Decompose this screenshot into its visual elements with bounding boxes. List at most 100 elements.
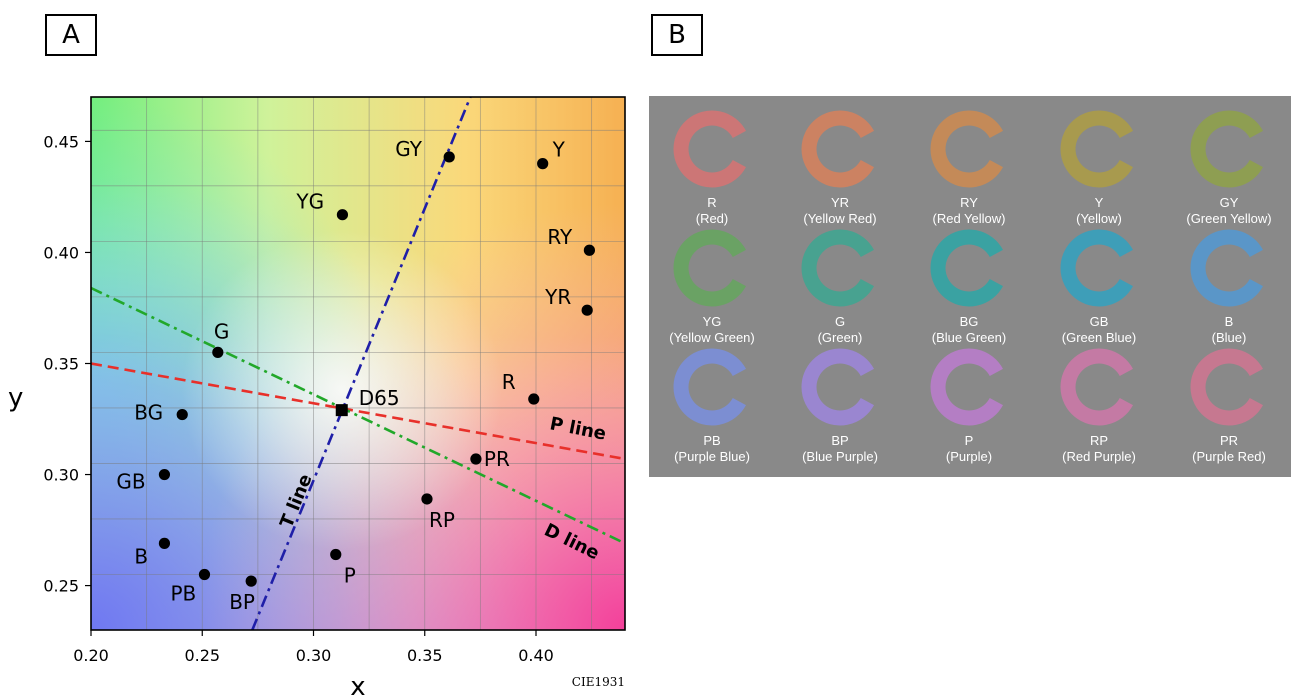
point-label: P bbox=[344, 563, 356, 587]
c-ring-icon bbox=[1190, 348, 1263, 426]
swatch-item: RY(Red Yellow) bbox=[930, 110, 1006, 226]
swatch-item: YR(Yellow Red) bbox=[801, 110, 877, 226]
swatch-item: R(Red) bbox=[673, 110, 746, 226]
swatch-name: (Blue) bbox=[1212, 330, 1247, 345]
swatch-item: PR(Purple Red) bbox=[1190, 348, 1266, 464]
point-label: PB bbox=[170, 581, 196, 605]
color-point bbox=[158, 537, 171, 549]
color-point bbox=[212, 346, 224, 358]
swatch-code: G bbox=[835, 314, 845, 329]
swatch-code: RP bbox=[1090, 433, 1108, 448]
swatch-code: PR bbox=[1220, 433, 1238, 448]
swatch-name: (Blue Green) bbox=[932, 330, 1006, 345]
swatch-item: B(Blue) bbox=[1190, 229, 1263, 345]
point-label: BP bbox=[229, 590, 255, 614]
point-label: GB bbox=[116, 470, 145, 494]
swatch-grid: R(Red)YR(Yellow Red)RY(Red Yellow)Y(Yell… bbox=[669, 110, 1272, 464]
swatch-name: (Purple Red) bbox=[1192, 449, 1266, 464]
swatch-item: PB(Purple Blue) bbox=[673, 348, 750, 464]
swatch-code: B bbox=[1225, 314, 1234, 329]
color-point bbox=[158, 468, 171, 481]
reference-lines bbox=[91, 97, 625, 630]
swatch-item: P(Purple) bbox=[930, 348, 1003, 464]
y-tick-label: 0.30 bbox=[43, 466, 79, 485]
d65-marker bbox=[335, 404, 348, 417]
c-ring-icon bbox=[930, 110, 1003, 188]
c-ring-icon bbox=[801, 348, 874, 426]
swatch-name: (Blue Purple) bbox=[802, 449, 878, 464]
y-tick-label: 0.45 bbox=[43, 132, 79, 151]
y-tick-label: 0.25 bbox=[43, 577, 79, 596]
swatch-item: GB(Green Blue) bbox=[1060, 229, 1136, 345]
swatch-code: Y bbox=[1095, 195, 1104, 210]
c-ring-icon bbox=[673, 229, 746, 307]
y-axis-title: y bbox=[8, 383, 23, 413]
color-point bbox=[581, 304, 593, 316]
point-label: YG bbox=[295, 190, 324, 214]
swatch-name: (Red) bbox=[696, 211, 729, 226]
swatch-item: Y(Yellow) bbox=[1060, 110, 1133, 226]
panel-a-label: A bbox=[45, 14, 97, 56]
color-point bbox=[583, 244, 596, 256]
point-label: G bbox=[214, 319, 230, 343]
swatch-item: GY(Green Yellow) bbox=[1186, 110, 1272, 226]
x-tick-label: 0.35 bbox=[407, 646, 443, 665]
swatch-code: GB bbox=[1090, 314, 1109, 329]
swatch-name: (Green Blue) bbox=[1062, 330, 1136, 345]
color-point bbox=[176, 408, 188, 421]
swatch-name: (Red Purple) bbox=[1062, 449, 1136, 464]
swatch-code: PB bbox=[703, 433, 720, 448]
x-tick-label: 0.30 bbox=[296, 646, 332, 665]
swatch-name: (Yellow Red) bbox=[803, 211, 876, 226]
x-axis-title: x bbox=[350, 672, 365, 696]
swatch-name: (Purple Blue) bbox=[674, 449, 750, 464]
swatch-code: YG bbox=[703, 314, 722, 329]
color-point bbox=[528, 393, 540, 405]
swatch-code: RY bbox=[960, 195, 978, 210]
color-point bbox=[443, 151, 455, 163]
swatch-code: GY bbox=[1220, 195, 1239, 210]
swatch-item: G(Green) bbox=[801, 229, 874, 345]
c-ring-icon bbox=[673, 110, 746, 188]
c-ring-icon bbox=[930, 229, 1003, 307]
swatch-code: R bbox=[707, 195, 716, 210]
swatch-name: (Purple) bbox=[946, 449, 992, 464]
point-label: RY bbox=[547, 225, 573, 249]
panel-b-label: B bbox=[651, 14, 703, 56]
swatch-code: YR bbox=[831, 195, 849, 210]
y-tick-label: 0.35 bbox=[43, 355, 79, 374]
swatch-name: (Yellow Green) bbox=[669, 330, 755, 345]
color-point bbox=[421, 493, 433, 505]
p-line bbox=[91, 362, 625, 461]
swatch-name: (Red Yellow) bbox=[933, 211, 1006, 226]
c-ring-icon bbox=[1190, 110, 1263, 188]
swatch-code: BP bbox=[831, 433, 848, 448]
color-point bbox=[245, 575, 257, 587]
point-label: BG bbox=[134, 401, 163, 425]
color-point bbox=[336, 209, 349, 221]
point-label: B bbox=[134, 544, 148, 568]
d65-label: D65 bbox=[359, 386, 400, 410]
swatch-item: YG(Yellow Green) bbox=[669, 229, 755, 345]
color-point bbox=[470, 453, 482, 465]
swatch-item: BP(Blue Purple) bbox=[801, 348, 878, 464]
color-swatch-panel: R (Red) YR (Yellow Red) RY (Red Yellow) Y (Yell… bbox=[649, 96, 1291, 477]
y-tick-label: 0.40 bbox=[43, 243, 79, 262]
swatch-name: (Green) bbox=[818, 330, 863, 345]
swatch-code: P bbox=[965, 433, 974, 448]
d-line bbox=[91, 286, 625, 545]
c-ring-icon bbox=[1190, 229, 1263, 307]
color-point bbox=[198, 568, 211, 581]
point-label: RP bbox=[429, 508, 455, 532]
c-ring-icon bbox=[801, 229, 874, 307]
point-label: PR bbox=[484, 447, 510, 471]
x-tick-label: 0.25 bbox=[184, 646, 220, 665]
t-line bbox=[251, 97, 472, 630]
c-ring-icon bbox=[673, 348, 746, 426]
c-ring-icon bbox=[801, 110, 874, 188]
swatch-name: (Yellow) bbox=[1076, 211, 1122, 226]
point-label: GY bbox=[395, 137, 423, 161]
